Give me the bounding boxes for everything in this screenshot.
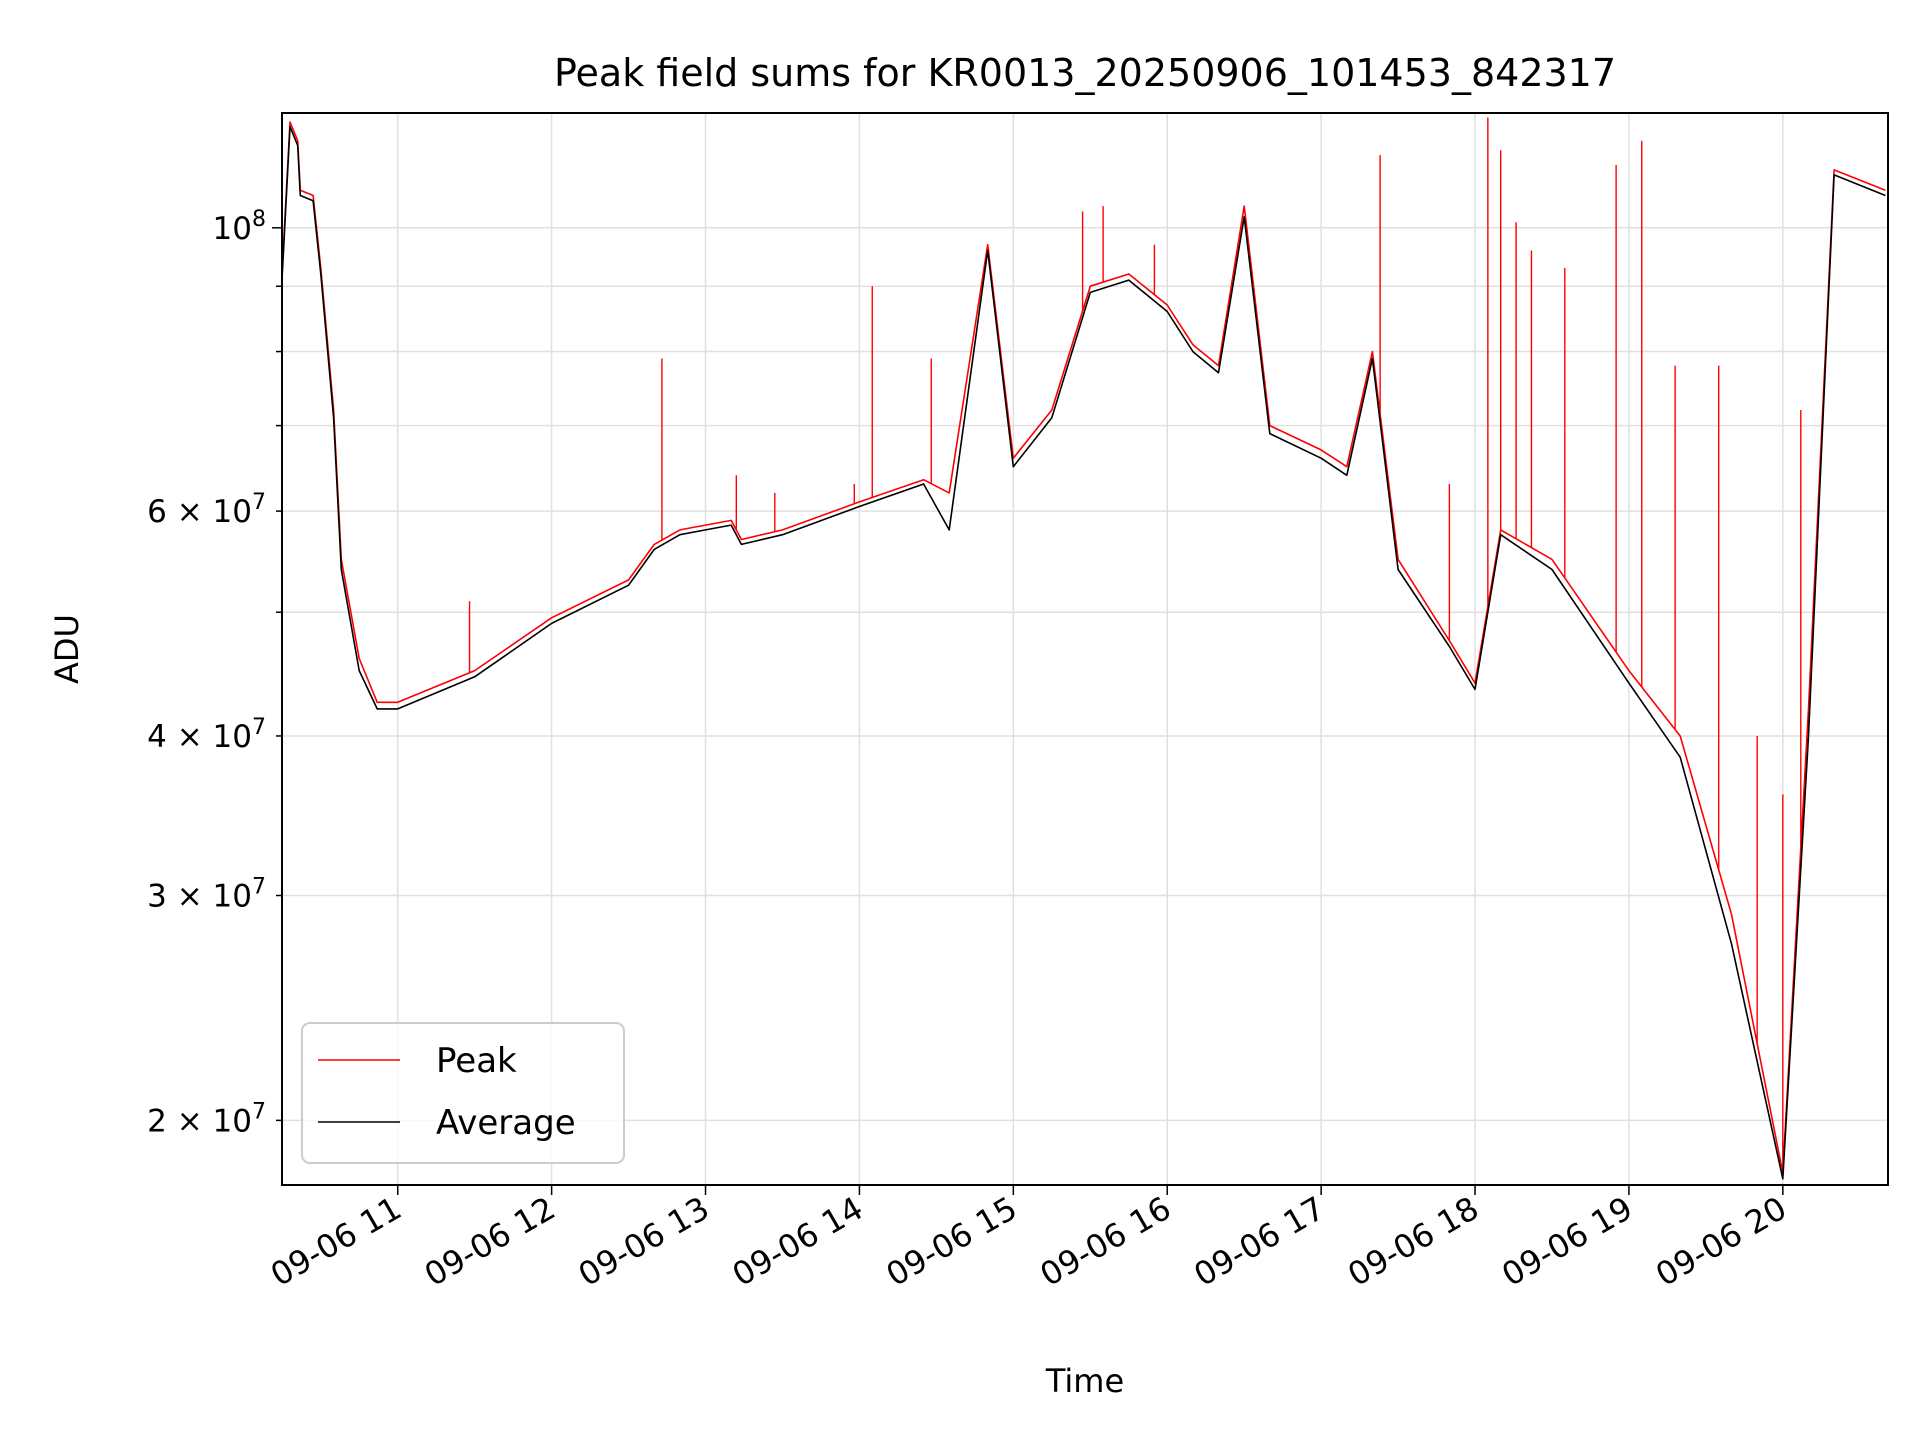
y-tick-label: 2 × 107 <box>147 1099 266 1139</box>
y-tick-label: 4 × 107 <box>147 715 266 755</box>
y-tick-label: 3 × 107 <box>147 875 266 915</box>
chart-title: Peak field sums for KR0013_20250906_1014… <box>554 51 1616 95</box>
series-peak-line <box>281 121 1886 1174</box>
legend-label-peak: Peak <box>436 1041 517 1081</box>
y-tick-label: 6 × 107 <box>147 490 266 530</box>
y-tick-label: 108 <box>213 207 266 247</box>
legend-label-average: Average <box>436 1103 576 1143</box>
x-axis-label: Time <box>1045 1362 1124 1400</box>
legend-box <box>301 1022 625 1164</box>
series-average-line <box>281 125 1886 1180</box>
legend: Peak Average <box>301 1022 625 1164</box>
series-layer <box>281 117 1886 1180</box>
grid <box>282 113 1888 1185</box>
y-axis-label: ADU <box>48 614 86 684</box>
plot-frame <box>281 112 1889 1186</box>
